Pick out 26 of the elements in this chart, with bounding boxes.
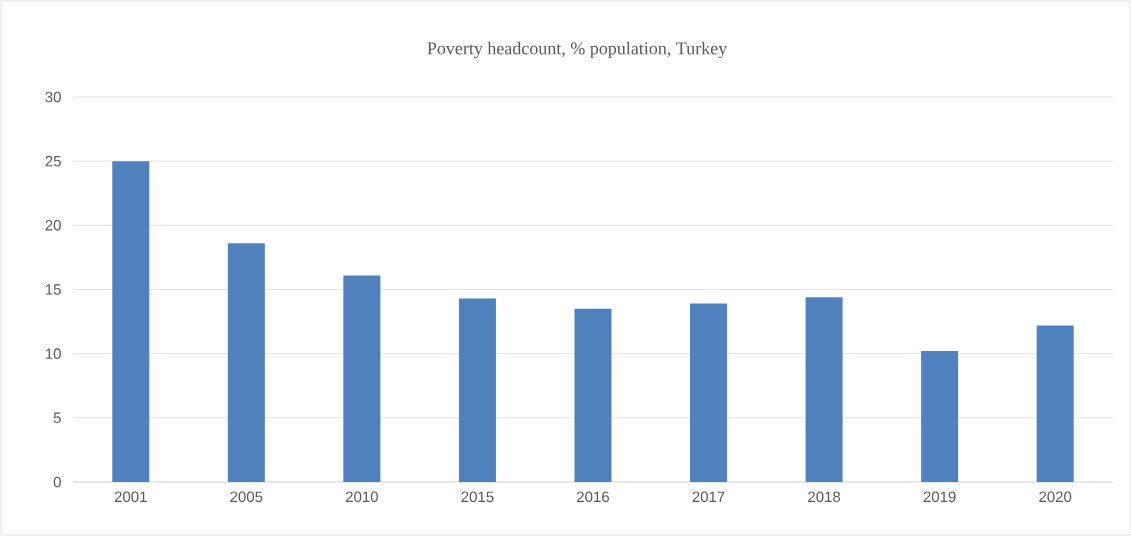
x-tick-label: 2010 xyxy=(345,491,378,503)
y-tick-label: 5 xyxy=(53,412,61,424)
bar xyxy=(1036,325,1074,482)
x-tick-label: 2020 xyxy=(1039,491,1072,503)
bar xyxy=(227,243,265,482)
chart-title: Poverty headcount, % population, Turkey xyxy=(427,41,728,59)
x-tick-label: 2018 xyxy=(808,491,841,503)
x-tick-label: 2015 xyxy=(461,491,494,503)
y-tick-label: 15 xyxy=(45,284,61,295)
y-tick-label: 0 xyxy=(53,476,61,488)
y-tick-label: 10 xyxy=(45,348,61,359)
bar xyxy=(458,298,496,482)
x-tick-label: 2016 xyxy=(577,491,609,503)
x-tick-label: 2017 xyxy=(692,491,725,503)
bar xyxy=(690,303,728,482)
x-tick-label: 2005 xyxy=(230,491,263,503)
y-tick-label: 20 xyxy=(45,220,61,231)
bar xyxy=(343,275,381,482)
x-tick-label: 2019 xyxy=(923,491,956,503)
bar xyxy=(921,351,959,482)
y-tick-label: 25 xyxy=(45,155,61,167)
bar xyxy=(805,297,843,482)
x-tick-label: 2001 xyxy=(114,491,147,503)
bar xyxy=(574,308,612,482)
bar xyxy=(112,161,150,482)
y-tick-label: 30 xyxy=(45,91,61,103)
